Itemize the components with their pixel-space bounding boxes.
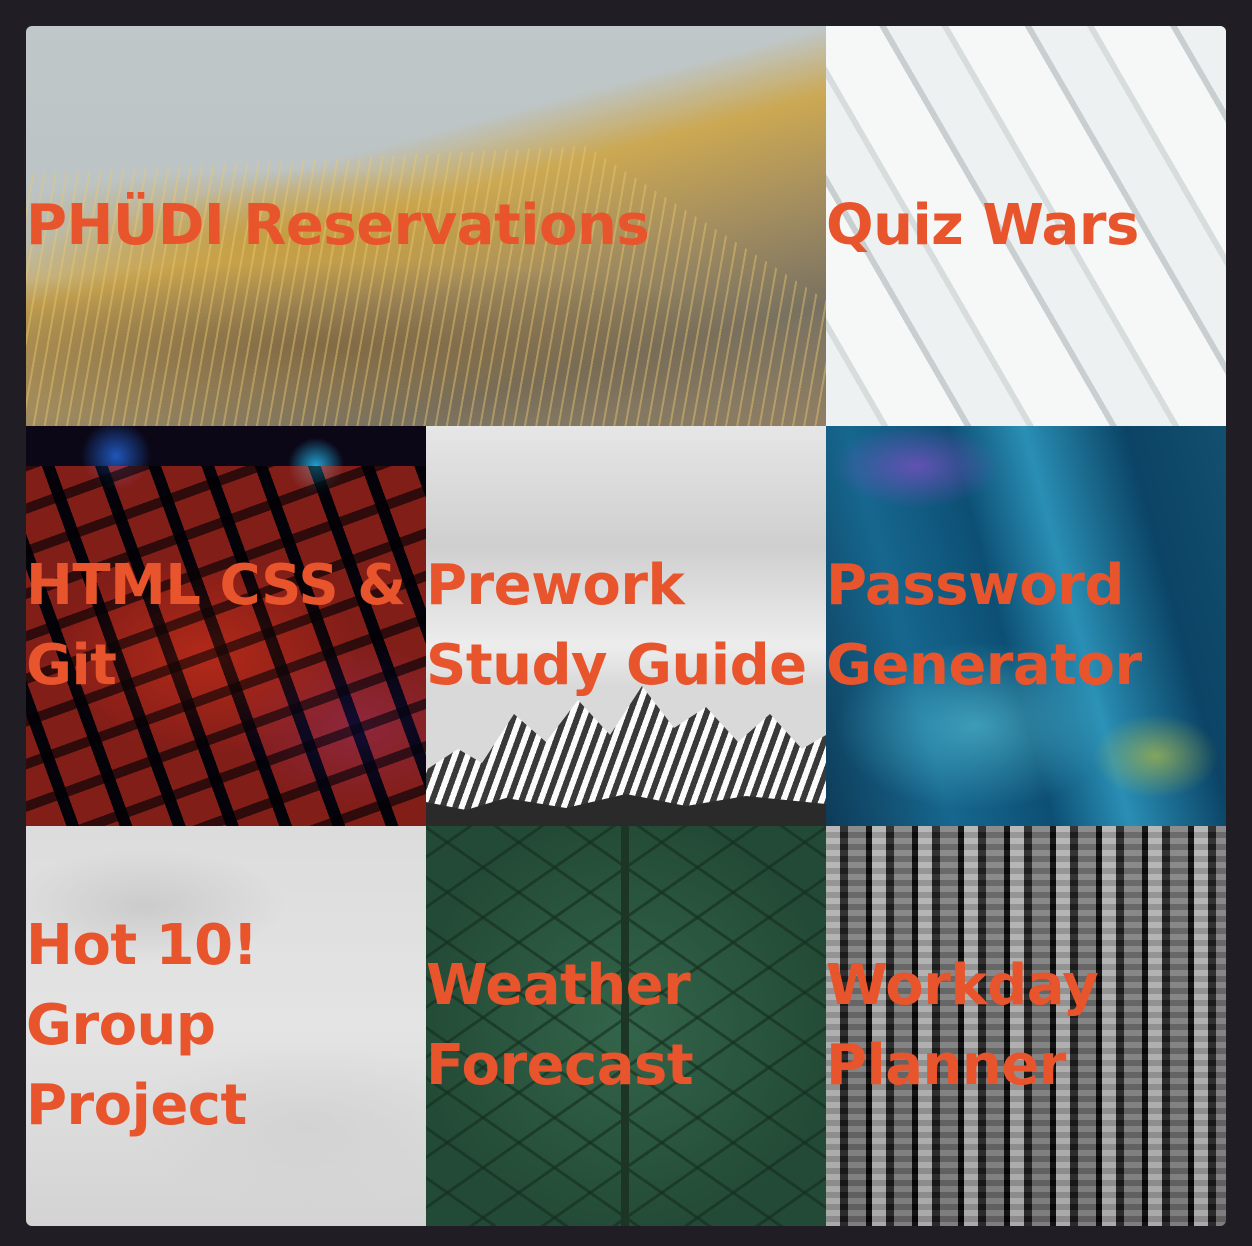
project-tile-hot-10-group-project[interactable]: Hot 10! Group Project [26, 826, 426, 1226]
project-title: Prework Study Guide [426, 553, 807, 698]
project-title: Workday Planner [826, 953, 1099, 1098]
project-tile-workday-planner[interactable]: Workday Planner [826, 826, 1226, 1226]
city-skyline-image [826, 826, 1226, 1226]
abstract-paint-image [826, 426, 1226, 826]
concrete-texture-image [26, 826, 426, 1226]
project-title: Quiz Wars [826, 193, 1139, 258]
project-tile-phudi-reservations[interactable]: PHÜDI Reservations [26, 26, 826, 426]
project-title: Password Generator [826, 553, 1142, 698]
project-tile-html-css-git[interactable]: HTML CSS & Git [26, 426, 426, 826]
keyboard-image [26, 426, 426, 826]
project-title: PHÜDI Reservations [26, 193, 650, 258]
project-tile-quiz-wars[interactable]: Quiz Wars [826, 26, 1226, 426]
project-title: Weather Forecast [426, 953, 694, 1098]
portfolio-grid: PHÜDI Reservations Quiz Wars HTML CSS & … [26, 26, 1226, 1226]
architecture-image [826, 26, 1226, 426]
mountains-image [426, 426, 826, 826]
project-title: Hot 10! Group Project [26, 913, 258, 1138]
project-tile-password-generator[interactable]: Password Generator [826, 426, 1226, 826]
leaf-image [426, 826, 826, 1226]
cpu-pins-image [26, 26, 826, 426]
project-tile-prework-study-guide[interactable]: Prework Study Guide [426, 426, 826, 826]
project-title: HTML CSS & Git [26, 553, 406, 698]
project-tile-weather-forecast[interactable]: Weather Forecast [426, 826, 826, 1226]
